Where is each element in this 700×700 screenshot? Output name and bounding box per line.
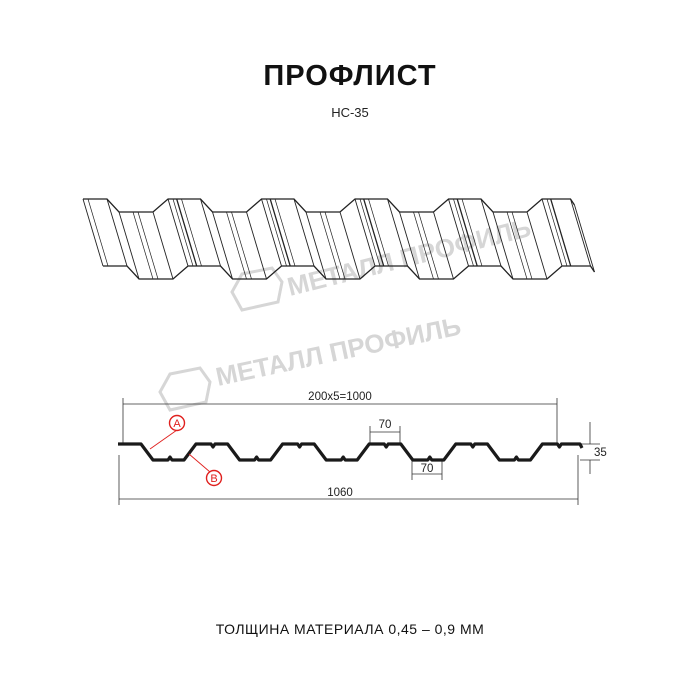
sheet-edge-line [231,211,252,280]
sheet-edge-line [433,211,454,280]
sheet-edge-line [363,198,385,267]
sheet-edge-line [453,198,474,267]
sheet-edge-line [87,198,109,267]
watermark-text: МЕТАЛЛ ПРОФИЛЬ [284,212,534,302]
sheet-edge-line [293,198,315,267]
sheet-edge-line [319,211,341,280]
sheet-edge-line [226,211,247,280]
sheet-edge-line [274,198,296,267]
sheet-edge-line [354,198,376,267]
sheet-edge-line [550,198,571,267]
sheet-edge-line [413,211,434,280]
sheet-edge-line [457,198,478,267]
page-title: ПРОФЛИСТ [263,60,437,92]
sheet-edge-line [546,198,568,267]
sheet-edge-line [266,198,287,267]
sheet-edge-line [181,198,202,267]
sheet-edge-line [363,198,384,267]
dimension-lines [118,398,600,505]
sheet-edge-line [261,198,282,267]
sheet-edge-line [418,211,439,280]
sheet-edge-line [541,198,563,267]
sheet-edge-line [176,198,198,267]
sheet-edge-line [526,211,548,280]
sheet-edge-line [118,211,140,280]
profile-model: НС-35 [331,105,369,120]
sheet-3d-view [82,198,596,280]
dim-valley-width: 70 [421,463,434,475]
sheet-edge-line [176,198,197,267]
sheet-edge-line [399,211,420,280]
sheet-edge-line [480,198,502,267]
dim-total-width: 1060 [327,487,353,499]
sheet-edge-line [570,198,591,267]
sheet-edge-line [305,211,327,280]
profile-section [118,442,584,462]
sheet-edge-line [387,198,408,267]
sheet-edge-line [152,211,174,280]
sheet-edge-line [511,211,533,280]
marker-b: B [188,453,223,487]
sheet-edge-line [368,198,389,267]
dim-crest-width: 70 [379,419,392,431]
sheet-edge-line [270,198,291,267]
marker-a: A [149,414,186,450]
marker-a-label: A [173,418,181,430]
sheet-edge-line [574,204,595,273]
sheet-edge-line [448,198,469,267]
sheet-back-edge [103,265,596,280]
dim-pitch-total: 200x5=1000 [308,391,372,403]
sheet-edge-line [137,211,159,280]
sheet-edge-line [132,211,154,280]
sheet-edge-line [212,211,233,280]
sheet-edge-line [359,198,381,267]
sheet-edge-line [461,198,483,267]
sheet-edge-line [456,198,478,267]
sheet-edge-line [167,198,189,267]
sheet-edge-line [550,198,572,267]
sheet-edge-line [339,211,361,280]
sheet-edge-line [172,198,194,267]
sheet-edge-line [82,198,104,267]
watermark-text-2: МЕТАЛЛ ПРОФИЛЬ [213,311,464,392]
sheet-edge-line [324,211,346,280]
sheet-edge-line [200,198,221,267]
sheet-edge-line [106,198,128,267]
sheet-edge-line [269,198,291,267]
dim-height: 35 [594,447,607,459]
material-thickness: ТОЛЩИНА МАТЕРИАЛА 0,45 – 0,9 ММ [215,621,485,637]
sheet-edge-line [506,211,528,280]
sheet-edge-line [246,211,267,280]
sheet-front-edge [83,198,576,213]
sheet-edge-line [492,211,514,280]
marker-b-label: B [210,473,217,485]
